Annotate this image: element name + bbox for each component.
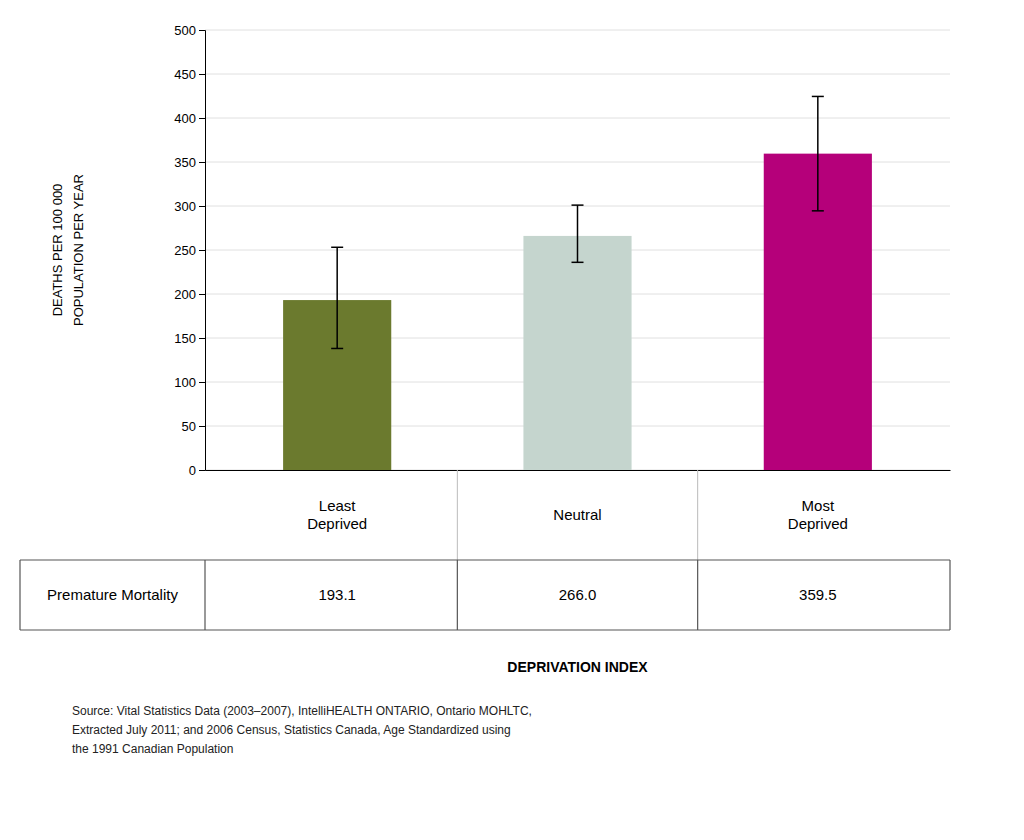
table-border	[457, 560, 458, 630]
y-tick-mark	[199, 162, 205, 163]
y-tick-label: 350	[174, 155, 196, 170]
y-tick-mark	[199, 382, 205, 383]
y-axis: 0 50 100 150 200 250 300 350 400 450 500	[174, 23, 205, 478]
y-tick: 0	[189, 463, 205, 478]
table-border	[20, 629, 950, 630]
table-border	[204, 560, 205, 630]
y-tick-label: 50	[182, 419, 196, 434]
grid	[205, 30, 950, 470]
y-tick-mark	[199, 74, 205, 75]
table-border	[697, 560, 698, 630]
y-axis-line	[199, 31, 206, 471]
error-bar-line	[577, 205, 579, 262]
y-tick-mark	[199, 338, 205, 339]
error-bar	[812, 96, 824, 210]
table-row-label: Premature Mortality	[47, 586, 178, 603]
error-bar-line	[817, 96, 819, 210]
y-tick: 400	[174, 111, 205, 126]
y-tick-label: 400	[174, 111, 196, 126]
category-label: LeastDeprived	[307, 497, 367, 532]
y-tick: 50	[182, 419, 205, 434]
x-axis: LeastDeprived Neutral MostDeprived	[206, 470, 951, 532]
y-tick-label: 450	[174, 67, 196, 82]
y-tick: 100	[174, 375, 205, 390]
grid-line	[205, 30, 950, 31]
chart: 0 50 100 150 200 250 300 350 400 450 500 LeastDepri…	[0, 0, 1024, 840]
grid-line	[205, 118, 950, 119]
column-divider	[457, 470, 458, 560]
x-axis-line	[206, 470, 951, 471]
error-cap-upper	[331, 247, 343, 249]
y-tick: 200	[174, 287, 205, 302]
y-tick-mark	[199, 294, 205, 295]
error-cap-upper	[572, 204, 584, 206]
y-tick-label: 200	[174, 287, 196, 302]
y-tick-label: 0	[189, 463, 196, 478]
plot: 0 50 100 150 200 250 300 350 400 450 500 LeastDepri…	[20, 23, 951, 675]
y-tick: 450	[174, 67, 205, 82]
y-axis-title: DEATHS PER 100 000POPULATION PER YEAR	[50, 174, 86, 326]
bar	[523, 236, 631, 470]
table-border	[19, 560, 20, 630]
x-tick: Neutral	[553, 470, 601, 523]
table: Premature Mortality 193.1 266.0 359.5	[20, 470, 950, 630]
y-tick-mark	[199, 206, 205, 207]
y-tick-mark	[199, 250, 205, 251]
y-tick-label: 250	[174, 243, 196, 258]
column-divider	[697, 470, 698, 560]
data-label: 359.5	[799, 586, 837, 603]
error-bar	[331, 247, 343, 348]
table-border	[20, 559, 950, 560]
error-cap-upper	[812, 96, 824, 98]
y-tick: 300	[174, 199, 205, 214]
y-tick: 350	[174, 155, 205, 170]
data-label: 266.0	[559, 586, 597, 603]
error-bar-line	[336, 247, 338, 348]
y-tick-label: 300	[174, 199, 196, 214]
table-border	[949, 560, 950, 630]
y-tick-mark	[199, 118, 205, 119]
y-tick: 250	[174, 243, 205, 258]
y-tick: 500	[174, 23, 205, 38]
y-tick-label: 150	[174, 331, 196, 346]
marks	[283, 96, 872, 470]
y-tick-label: 100	[174, 375, 196, 390]
error-cap-lower	[812, 210, 824, 212]
source-note: Source: Vital Statistics Data (2003–2007…	[72, 704, 532, 756]
y-tick-mark	[199, 426, 205, 427]
y-tick-mark	[199, 470, 205, 471]
y-tick-mark	[199, 30, 205, 31]
y-tick: 150	[174, 331, 205, 346]
category-label: Neutral	[553, 506, 601, 523]
error-cap-lower	[572, 262, 584, 264]
error-cap-lower	[331, 348, 343, 350]
y-tick-label: 500	[174, 23, 196, 38]
data-label: 193.1	[318, 586, 356, 603]
grid-line	[205, 74, 950, 75]
error-bar	[572, 205, 584, 262]
x-axis-title: DEPRIVATION INDEX	[507, 659, 648, 675]
x-tick: MostDeprived	[788, 470, 848, 532]
category-label: MostDeprived	[788, 497, 848, 532]
x-tick: LeastDeprived	[307, 470, 367, 532]
